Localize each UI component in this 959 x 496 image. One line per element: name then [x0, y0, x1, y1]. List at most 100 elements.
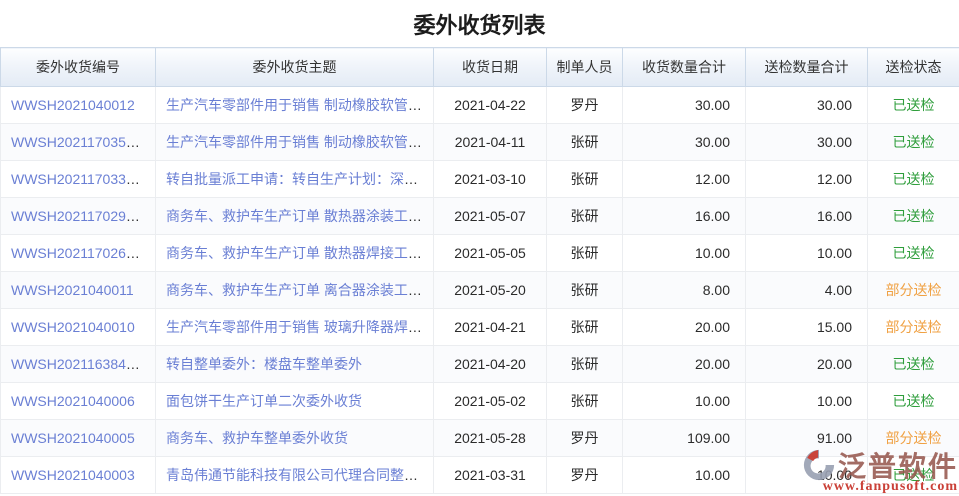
creator-cell: 张研: [546, 197, 623, 235]
received-total-cell: 12.00: [622, 160, 746, 198]
status-badge: 已送检: [867, 160, 959, 198]
status-badge: 部分送检: [867, 308, 959, 346]
status-badge: 已送检: [867, 345, 959, 383]
creator-cell: 张研: [546, 160, 623, 198]
receipt-subject-link[interactable]: 商务车、救护车整单委外收货: [166, 430, 348, 446]
receipt-no-link[interactable]: WWSH202117026169: [11, 245, 150, 261]
receipt-date-cell: 2021-03-10: [433, 160, 547, 198]
inspected-total-cell: 10.00: [745, 456, 868, 494]
creator-cell: 罗丹: [546, 86, 623, 124]
received-total-cell: 30.00: [622, 86, 746, 124]
receipt-date-cell: 2021-04-20: [433, 345, 547, 383]
receipt-no-link[interactable]: WWSH2021040003: [11, 467, 135, 483]
received-total-cell: 109.00: [622, 419, 746, 457]
table-row: WWSH2021040010 生产汽车零部件用于销售 玻璃升降器焊接... 20…: [0, 308, 959, 346]
receipt-subject-link[interactable]: 面包饼干生产订单二次委外收货: [166, 393, 362, 409]
column-header-receipt-date: 收货日期: [433, 47, 547, 87]
receipt-date-cell: 2021-05-07: [433, 197, 547, 235]
inspected-total-cell: 10.00: [745, 382, 868, 420]
receipt-date-cell: 2021-03-31: [433, 456, 547, 494]
receipt-date-cell: 2021-05-28: [433, 419, 547, 457]
creator-cell: 张研: [546, 271, 623, 309]
received-total-cell: 10.00: [622, 234, 746, 272]
column-header-receipt-no: 委外收货编号: [0, 47, 156, 87]
receipt-date-cell: 2021-04-22: [433, 86, 547, 124]
receipt-no-link[interactable]: WWSH202117033161: [11, 171, 150, 187]
received-total-cell: 10.00: [622, 456, 746, 494]
receipt-no-link[interactable]: WWSH202117029922: [11, 208, 150, 224]
table-row: WWSH2021040011 商务车、救护车生产订单 离合器涂装工序... 20…: [0, 271, 959, 309]
table-row: WWSH202117035917 生产汽车零部件用于销售 制动橡胶软管总... …: [0, 123, 959, 161]
table-row: WWSH202116384545 转自整单委外：楼盘车整单委外 2021-04-…: [0, 345, 959, 383]
table-row: WWSH2021040005 商务车、救护车整单委外收货 2021-05-28 …: [0, 419, 959, 457]
receipt-no-link[interactable]: WWSH2021040011: [11, 282, 134, 298]
received-total-cell: 30.00: [622, 123, 746, 161]
creator-cell: 罗丹: [546, 419, 623, 457]
inspected-total-cell: 30.00: [745, 86, 868, 124]
receipt-subject-link[interactable]: 转自整单委外：楼盘车整单委外: [166, 356, 362, 372]
table-header: 委外收货编号 委外收货主题 收货日期 制单人员 收货数量合计 送检数量合计 送检…: [0, 47, 959, 87]
status-badge: 已送检: [867, 382, 959, 420]
inspected-total-cell: 30.00: [745, 123, 868, 161]
inspected-total-cell: 4.00: [745, 271, 868, 309]
creator-cell: 张研: [546, 382, 623, 420]
receipt-no-link[interactable]: WWSH202116384545: [11, 356, 150, 372]
inspected-total-cell: 91.00: [745, 419, 868, 457]
column-header-creator: 制单人员: [546, 47, 623, 87]
inspected-total-cell: 12.00: [745, 160, 868, 198]
creator-cell: 张研: [546, 345, 623, 383]
receipt-subject-link[interactable]: 生产汽车零部件用于销售 制动橡胶软管总...: [166, 97, 434, 113]
column-header-inspect-status: 送检状态: [867, 47, 959, 87]
received-total-cell: 20.00: [622, 308, 746, 346]
receipt-subject-link[interactable]: 转自批量派工申请：转自生产计划：深圳...: [166, 171, 430, 187]
inspected-total-cell: 10.00: [745, 234, 868, 272]
creator-cell: 张研: [546, 308, 623, 346]
received-total-cell: 10.00: [622, 382, 746, 420]
receipt-date-cell: 2021-04-11: [433, 123, 547, 161]
received-total-cell: 8.00: [622, 271, 746, 309]
status-badge: 部分送检: [867, 419, 959, 457]
receipt-date-cell: 2021-05-20: [433, 271, 547, 309]
page-title: 委外收货列表: [413, 12, 546, 38]
receipt-no-link[interactable]: WWSH2021040010: [11, 319, 135, 335]
receipt-no-link[interactable]: WWSH2021040006: [11, 393, 135, 409]
creator-cell: 张研: [546, 123, 623, 161]
table-row: WWSH202117033161 转自批量派工申请：转自生产计划：深圳... 2…: [0, 160, 959, 198]
status-badge: 已送检: [867, 234, 959, 272]
received-total-cell: 16.00: [622, 197, 746, 235]
receipt-subject-link[interactable]: 商务车、救护车生产订单 散热器涂装工序...: [166, 208, 434, 224]
status-badge: 已送检: [867, 123, 959, 161]
column-header-received-total: 收货数量合计: [622, 47, 746, 87]
creator-cell: 罗丹: [546, 456, 623, 494]
status-badge: 已送检: [867, 197, 959, 235]
inspected-total-cell: 20.00: [745, 345, 868, 383]
receipt-subject-link[interactable]: 生产汽车零部件用于销售 制动橡胶软管总...: [166, 134, 434, 150]
received-total-cell: 20.00: [622, 345, 746, 383]
column-header-subject: 委外收货主题: [155, 47, 434, 87]
receipt-no-link[interactable]: WWSH2021040005: [11, 430, 135, 446]
receipt-date-cell: 2021-05-02: [433, 382, 547, 420]
column-header-inspected-total: 送检数量合计: [745, 47, 868, 87]
status-badge: 已送检: [867, 86, 959, 124]
creator-cell: 张研: [546, 234, 623, 272]
receipt-subject-link[interactable]: 商务车、救护车生产订单 散热器焊接工序...: [166, 245, 434, 261]
receipt-no-link[interactable]: WWSH2021040012: [11, 97, 135, 113]
inspected-total-cell: 16.00: [745, 197, 868, 235]
receipt-subject-link[interactable]: 生产汽车零部件用于销售 玻璃升降器焊接...: [166, 319, 434, 335]
status-badge: 部分送检: [867, 271, 959, 309]
table-row: WWSH202117029922 商务车、救护车生产订单 散热器涂装工序... …: [0, 197, 959, 235]
table-row: WWSH2021040003 青岛伟通节能科技有限公司代理合同整单... 202…: [0, 456, 959, 494]
inspected-total-cell: 15.00: [745, 308, 868, 346]
table-body: WWSH2021040012 生产汽车零部件用于销售 制动橡胶软管总... 20…: [0, 86, 959, 494]
table-row: WWSH202117026169 商务车、救护车生产订单 散热器焊接工序... …: [0, 234, 959, 272]
receipt-subject-link[interactable]: 商务车、救护车生产订单 离合器涂装工序...: [166, 282, 434, 298]
receiving-table: 委外收货编号 委外收货主题 收货日期 制单人员 收货数量合计 送检数量合计 送检…: [0, 47, 959, 494]
status-badge: 已送检: [867, 456, 959, 494]
table-row: WWSH2021040006 面包饼干生产订单二次委外收货 2021-05-02…: [0, 382, 959, 420]
receipt-subject-link[interactable]: 青岛伟通节能科技有限公司代理合同整单...: [166, 467, 430, 483]
table-row: WWSH2021040012 生产汽车零部件用于销售 制动橡胶软管总... 20…: [0, 86, 959, 124]
receipt-no-link[interactable]: WWSH202117035917: [11, 134, 150, 150]
receipt-date-cell: 2021-05-05: [433, 234, 547, 272]
receipt-date-cell: 2021-04-21: [433, 308, 547, 346]
